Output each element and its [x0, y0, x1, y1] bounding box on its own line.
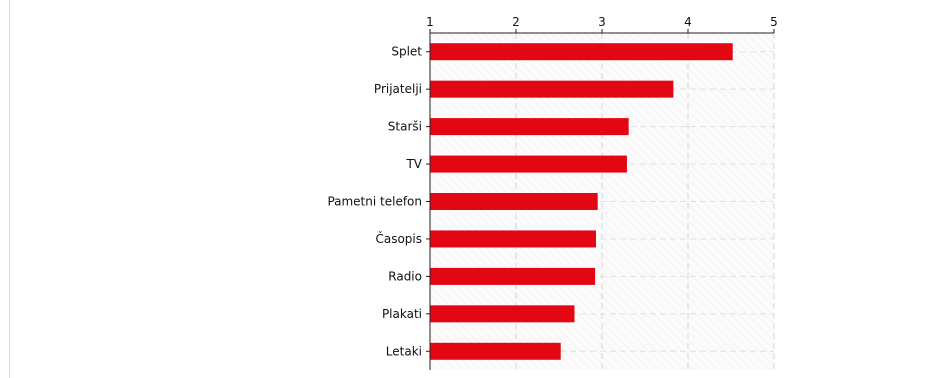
x-tick-label: 5: [770, 15, 778, 29]
bar: [430, 43, 733, 61]
bar: [430, 305, 575, 323]
bar: [430, 155, 627, 173]
x-tick-label: 4: [684, 15, 692, 29]
category-label: Letaki: [386, 344, 422, 358]
chart-frame: [9, 0, 933, 378]
bar: [430, 193, 598, 210]
bar: [430, 267, 596, 285]
bar: [430, 80, 674, 98]
category-label: TV: [405, 157, 422, 171]
category-label: Časopis: [375, 231, 422, 246]
category-label: Radio: [388, 269, 422, 283]
x-tick-label: 3: [598, 15, 606, 29]
category-label: Plakati: [382, 307, 422, 321]
category-labels: Splet Prijatelji Starši TV Pametni telefon Ča…: [327, 45, 430, 358]
category-label: Prijatelji: [374, 82, 422, 96]
category-label: Splet: [391, 45, 422, 59]
bars: [430, 43, 733, 360]
category-label: Starši: [388, 120, 422, 134]
category-label: Pametni telefon: [327, 195, 422, 209]
x-ticks: 1 2 3 4 5: [426, 15, 778, 33]
x-tick-label: 1: [426, 15, 434, 29]
bar: [430, 230, 596, 248]
x-tick-label: 2: [512, 15, 520, 29]
bar: [430, 342, 561, 360]
bar: [430, 118, 629, 136]
